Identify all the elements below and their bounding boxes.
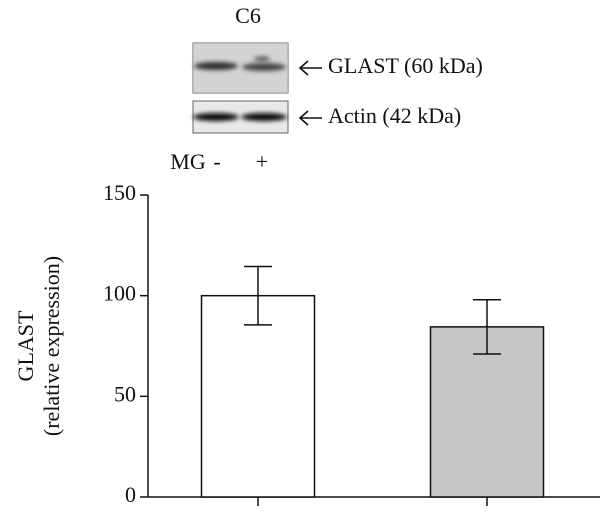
y-tick-label: 0 [125,482,136,507]
y-tick-label: 150 [103,180,136,205]
bar [200,294,316,498]
blot-label: Actin (42 kDa) [328,103,461,128]
error-bar [244,265,272,326]
y-axis-label: (relative expression) [39,256,64,436]
chart-title: C6 [235,3,261,28]
bar [429,326,545,498]
arrow [298,60,322,126]
treatment-level: + [256,149,268,174]
blot-image [192,42,289,134]
y-tick-label: 50 [114,381,136,406]
y-axis-title: GLAST (relative expression) [13,256,64,436]
treatment-label: MG [170,149,206,174]
error-bar [473,298,501,355]
y-axis-label: GLAST [13,310,38,381]
blot-label: GLAST (60 kDa) [328,53,483,78]
treatment-level: - [213,149,220,174]
y-tick-label: 100 [103,281,136,306]
